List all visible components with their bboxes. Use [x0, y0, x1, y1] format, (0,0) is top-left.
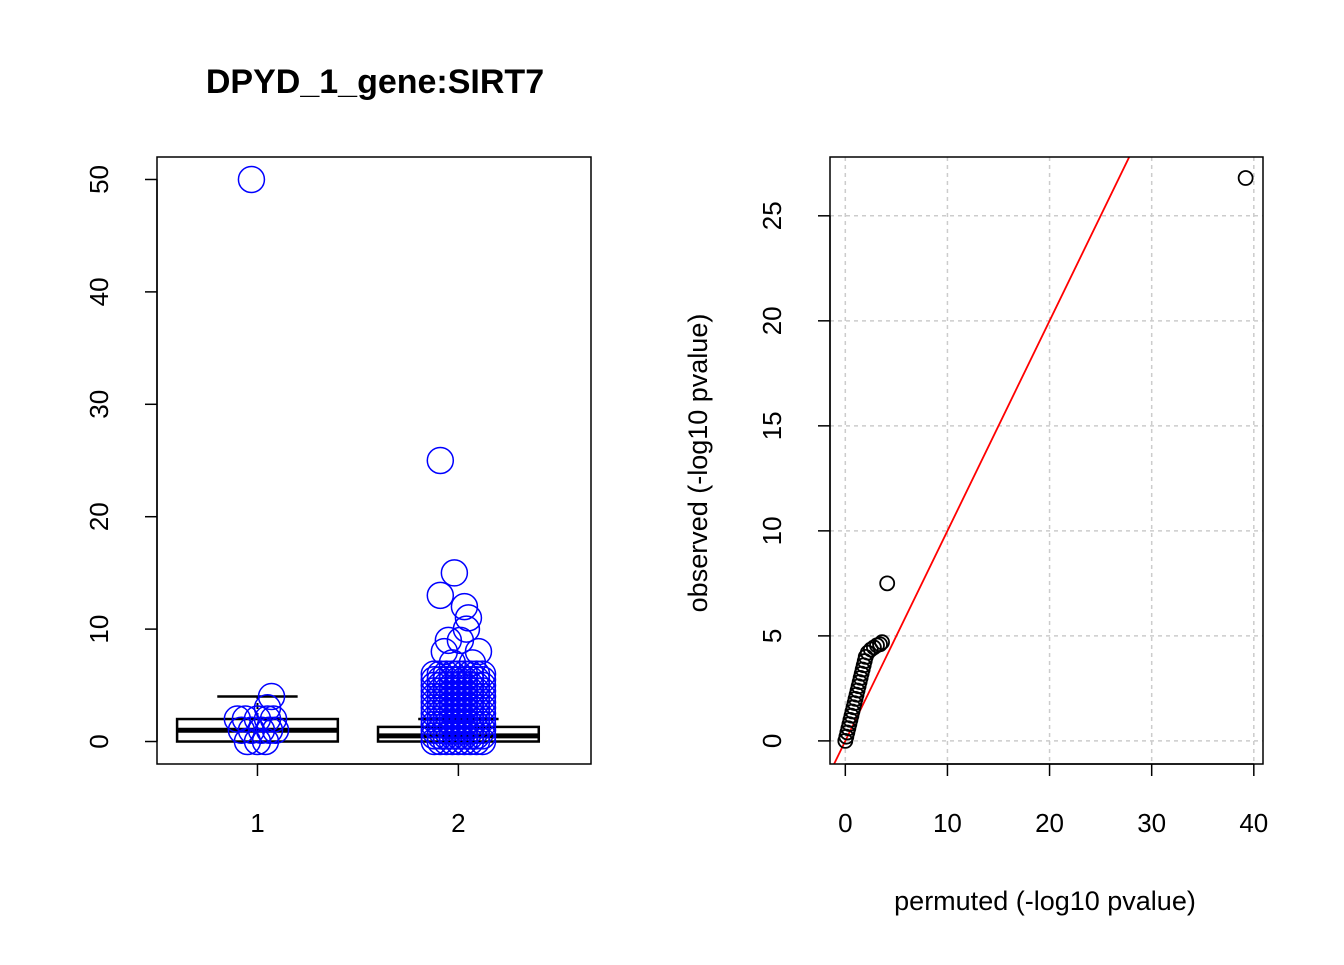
- boxplot-y-tick-label: 20: [84, 502, 114, 531]
- qq-y-axis-label: observed (-log10 pvalue): [683, 314, 713, 613]
- qq-y-tick-label: 5: [757, 629, 787, 643]
- qq-y-tick-label: 20: [757, 306, 787, 335]
- qq-x-tick-label: 0: [838, 808, 852, 838]
- jitter-point: [426, 446, 455, 475]
- qq-x-axis: 0 10 20 30 40: [838, 763, 1268, 838]
- qq-y-tick-label: 25: [757, 201, 787, 230]
- boxplot-y-tick-label: 10: [84, 615, 114, 644]
- qq-grid: [830, 157, 1263, 764]
- jitter-point: [426, 581, 455, 610]
- jitter-point: [233, 727, 262, 756]
- jitter-point: [255, 716, 284, 745]
- boxplot-boxes: [175, 695, 541, 743]
- qq-x-axis-label: permuted (-log10 pvalue): [894, 886, 1196, 916]
- jitter-point: [468, 660, 497, 688]
- qq-y-tick-label: 10: [757, 516, 787, 545]
- jitter-point: [247, 716, 276, 745]
- chart-title: DPYD_1_gene:SIRT7: [206, 63, 544, 101]
- boxplot-y-tick-label: 0: [84, 734, 114, 748]
- boxplot-y-tick-label: 40: [84, 277, 114, 306]
- jitter-point: [243, 727, 272, 756]
- boxplot-y-tick-label: 50: [84, 165, 114, 194]
- dense-point-cluster: [420, 660, 497, 756]
- qq-points: [837, 170, 1254, 749]
- qq-y-axis: 0 5 10 15 20 25: [757, 201, 831, 748]
- qq-plot-frame: [829, 156, 1264, 765]
- boxplot-x-tick-label: 2: [451, 808, 465, 838]
- jitter-point: [223, 705, 252, 733]
- qq-x-tick-label: 20: [1035, 808, 1064, 838]
- qq-point: [874, 634, 890, 651]
- boxplot-plot-frame: [156, 156, 592, 765]
- jitter-point: [438, 649, 467, 677]
- jitter-point: [462, 660, 491, 688]
- jitter-point: [426, 660, 455, 688]
- boxplot-y-tick-label: 30: [84, 390, 114, 419]
- boxplot-x-tick-label: 1: [250, 808, 264, 838]
- qq-x-tick-label: 40: [1239, 808, 1268, 838]
- jitter-point: [434, 626, 463, 655]
- jitter-point: [450, 660, 479, 688]
- boxplot-y-axis: 0 10 20 30 40 50: [84, 165, 158, 749]
- jitter-point: [458, 649, 487, 677]
- qq-point: [879, 575, 896, 592]
- qq-point: [872, 636, 888, 653]
- jitter-point: [251, 727, 280, 756]
- jitter-point: [237, 165, 266, 194]
- qq-reference-line: [833, 157, 1131, 764]
- jitter-point: [257, 682, 286, 711]
- jitter-point: [430, 637, 459, 666]
- qq-x-tick-label: 10: [933, 808, 962, 838]
- qq-y-tick-label: 0: [757, 734, 787, 748]
- jitter-point: [440, 559, 469, 587]
- boxplot-jitter-points: [223, 165, 497, 756]
- qq-x-tick-label: 30: [1137, 808, 1166, 838]
- qq-y-tick-label: 15: [757, 411, 787, 440]
- qq-point: [1237, 170, 1254, 186]
- qq-panel: 0 5 10 15 20 25 0 10 20 30 40 permuted (-log10 pv…: [683, 156, 1268, 916]
- jitter-point: [450, 592, 479, 621]
